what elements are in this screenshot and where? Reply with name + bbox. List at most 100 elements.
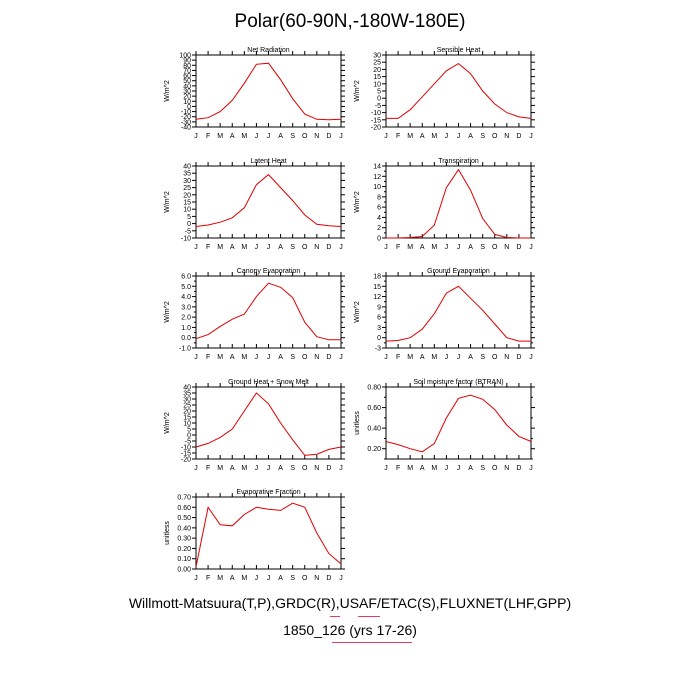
x-tick-label: J [255,354,259,361]
x-tick-label: S [290,354,295,361]
y-tick-label: -5 [185,228,191,235]
y-tick-label: 30 [183,89,191,96]
y-tick-label: 0.70 [177,495,191,502]
x-tick-label: S [290,133,295,140]
x-tick-label: F [396,465,400,472]
x-tick-label: J [267,244,271,251]
y-tick-label: 10 [183,207,191,214]
x-tick-label: F [206,354,210,361]
x-tick-label: M [431,244,437,251]
y-tick-label: 0.40 [177,525,191,532]
x-tick-label: F [396,133,400,140]
x-tick-label: N [314,465,319,472]
x-tick-label: M [407,244,413,251]
x-tick-label: D [326,575,331,582]
y-tick-label: 0 [187,433,191,440]
y-tick-label: 35 [183,171,191,178]
plot-frame [385,165,532,239]
x-tick-label: J [384,133,388,140]
caption-underline-3 [332,642,412,643]
y-tick-label: 40 [183,164,191,171]
y-tick-label: -10 [181,236,191,243]
y-tick-label: 0.80 [367,385,381,392]
y-tick-label: -3 [375,346,381,353]
y-tick-label: 4 [377,215,381,222]
x-tick-label: J [445,354,449,361]
y-tick-label: -20 [181,457,191,464]
y-tick-label: 10 [373,81,381,88]
y-tick-label: 2.0 [181,315,191,322]
y-tick-label: 30 [183,178,191,185]
y-tick-label: 0.00 [177,567,191,574]
y-axis-label: W/m^2 [164,412,171,434]
panel-title: Latent Heat [250,158,286,165]
y-tick-label: 2 [377,225,381,232]
x-tick-label: J [255,575,259,582]
x-tick-label: N [504,465,509,472]
x-tick-label: M [241,465,247,472]
x-tick-label: F [206,244,210,251]
x-tick-label: O [492,244,498,251]
y-tick-label: 0.10 [177,556,191,563]
plot-frame [195,496,342,570]
x-tick-label: M [407,354,413,361]
y-tick-label: -10 [181,445,191,452]
y-axis-label: W/m^2 [164,191,171,213]
y-tick-label: 12 [373,294,381,301]
chart-panel: J F M A M J J A S O N D J-40-30-20-10010203040506070… [164,47,345,140]
series-line [385,394,532,453]
x-tick-label: M [431,465,437,472]
series-line [386,168,531,239]
y-tick-label: 9 [377,304,381,311]
x-tick-label: F [206,575,210,582]
series-line [195,502,342,567]
y-tick-label: 15 [373,284,381,291]
x-tick-label: F [396,244,400,251]
x-tick-label: S [480,244,485,251]
y-tick-label: 90 [183,58,191,65]
x-tick-label: S [480,354,485,361]
x-tick-label: J [457,465,461,472]
panel-title: Sensible Heat [437,47,481,54]
x-tick-label: M [217,465,223,472]
x-tick-label: F [396,354,400,361]
x-tick-label: A [468,354,473,361]
x-tick-label: A [468,133,473,140]
x-tick-label: J [339,354,343,361]
x-tick-label: J [339,133,343,140]
x-tick-label: J [194,354,198,361]
y-axis-label: W/m^2 [164,80,171,102]
x-tick-label: M [217,575,223,582]
y-tick-label: 25 [183,185,191,192]
y-tick-label: 10 [183,99,191,106]
x-tick-label: D [326,244,331,251]
y-tick-label: 6 [377,315,381,322]
x-tick-label: J [267,133,271,140]
y-tick-label: 25 [373,60,381,67]
y-tick-label: 15 [183,415,191,422]
x-tick-label: M [407,465,413,472]
y-tick-label: -40 [181,125,191,132]
series-line [385,285,531,342]
x-tick-label: J [255,133,259,140]
y-tick-label: 5 [377,89,381,96]
x-tick-label: M [241,354,247,361]
y-tick-label: 12 [373,174,381,181]
x-tick-label: A [278,575,283,582]
x-tick-label: A [230,575,235,582]
series-line [386,62,532,119]
panel-title: Ground Evaporation [427,268,490,275]
panel-title: Transpiration [438,158,479,165]
y-tick-label: 20 [183,94,191,101]
x-tick-label: N [504,133,509,140]
x-tick-label: N [314,244,319,251]
y-tick-label: -15 [371,117,381,124]
y-tick-label: -30 [181,119,191,126]
y-tick-label: 20 [183,192,191,199]
x-tick-label: J [339,575,343,582]
x-tick-label: J [445,133,449,140]
y-tick-label: 100 [179,53,191,60]
x-tick-label: A [420,133,425,140]
x-tick-label: J [384,354,388,361]
